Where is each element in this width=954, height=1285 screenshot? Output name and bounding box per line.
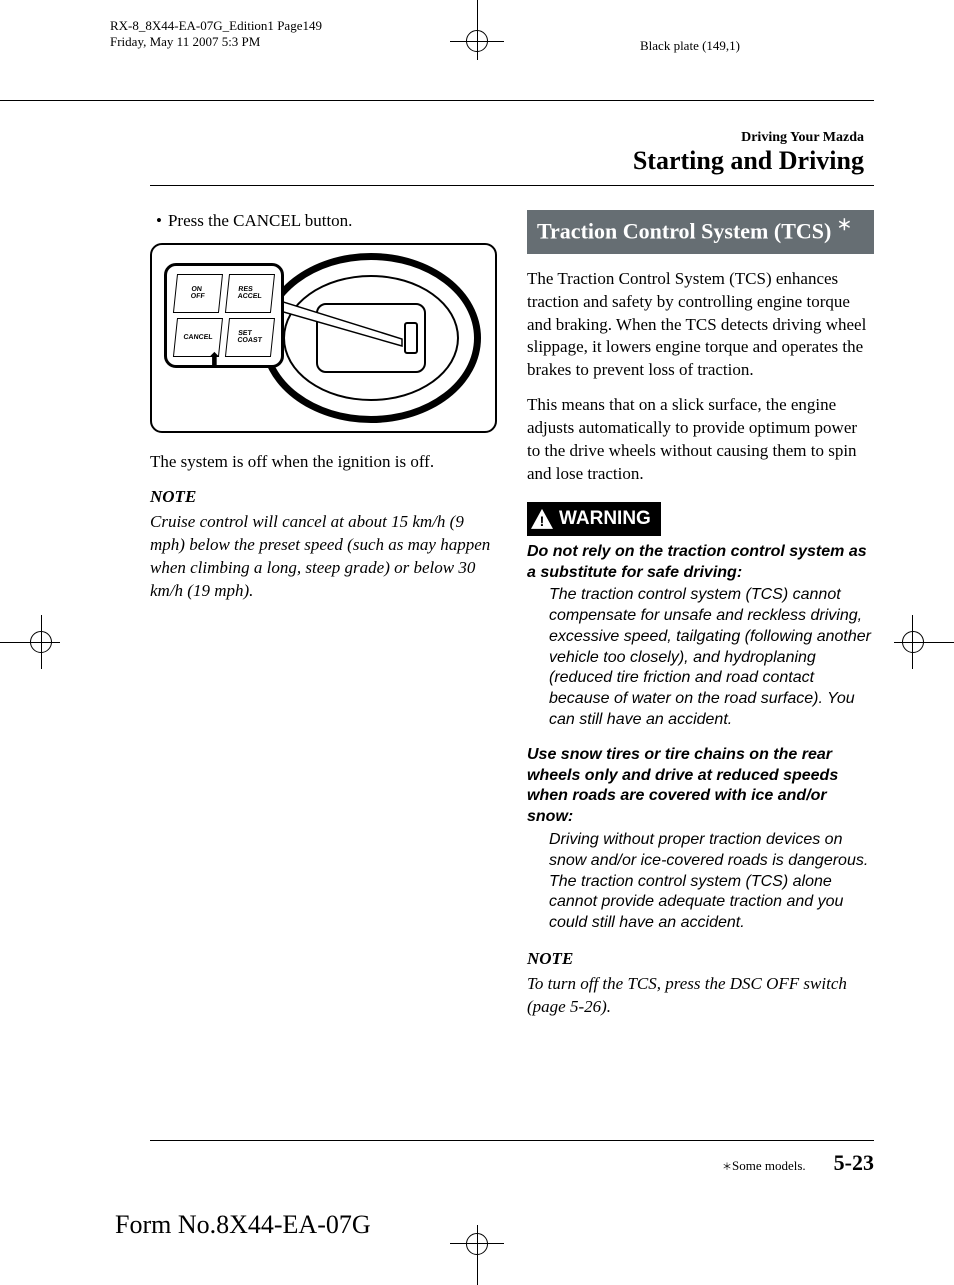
- bullet-press-cancel: • Press the CANCEL button.: [150, 210, 497, 233]
- section-title-box: Traction Control System (TCS) ＊: [527, 210, 874, 254]
- warning-triangle-icon: !: [531, 509, 553, 529]
- chapter-small: Driving Your Mazda: [633, 130, 864, 146]
- black-plate: Black plate (149,1): [640, 38, 740, 54]
- form-number: Form No.8X44-EA-07G: [115, 1210, 371, 1240]
- button-callout: ON OFF RES ACCEL CANCEL SET COAST: [164, 263, 284, 368]
- footer: ＊Some models. 5-23: [150, 1150, 874, 1176]
- tcs-para2: This means that on a slick surface, the …: [527, 394, 874, 486]
- warning-label-text: WARNING: [559, 506, 651, 532]
- doc-id: RX-8_8X44-EA-07G_Edition1: [110, 18, 274, 33]
- page-line: Page149: [277, 18, 322, 33]
- warning1-heading: Do not rely on the traction control syst…: [527, 542, 874, 584]
- note-heading-left: NOTE: [150, 486, 497, 509]
- bullet-icon: •: [150, 210, 162, 233]
- print-header: RX-8_8X44-EA-07G_Edition1 Page149 Friday…: [110, 18, 322, 51]
- left-column: • Press the CANCEL button. ON OFF RES: [150, 210, 497, 1019]
- arrow-up-icon: ⬆: [206, 348, 223, 375]
- warning2-body: Driving without proper traction devices …: [549, 830, 874, 934]
- print-datetime: Friday, May 11 2007 5:3 PM: [110, 34, 260, 49]
- section-title: Traction Control System (TCS): [537, 218, 831, 243]
- steering-wheel-figure: ON OFF RES ACCEL CANCEL SET COAST ⬆: [150, 243, 497, 433]
- warning2-heading: Use snow tires or tire chains on the rea…: [527, 745, 874, 828]
- section-star-icon: ＊: [837, 218, 852, 234]
- tcs-para1: The Traction Control System (TCS) enhanc…: [527, 268, 874, 383]
- page-number: 5-23: [834, 1150, 874, 1176]
- chapter-large: Starting and Driving: [633, 146, 864, 176]
- btn-on-off: ON OFF: [173, 274, 223, 313]
- note-heading-right: NOTE: [527, 948, 874, 971]
- warning1-body: The traction control system (TCS) cannot…: [549, 585, 874, 731]
- warning-label: ! WARNING: [527, 502, 661, 536]
- btn-set-coast: SET COAST: [225, 318, 275, 357]
- note-body-left: Cruise control will cancel at about 15 k…: [150, 511, 497, 603]
- right-column: Traction Control System (TCS) ＊ The Trac…: [527, 210, 874, 1019]
- bullet-text: Press the CANCEL button.: [168, 210, 352, 233]
- callout-line: [280, 301, 410, 361]
- btn-res-accel: RES ACCEL: [225, 274, 275, 313]
- footnote-some-models: ＊Some models.: [722, 1158, 806, 1174]
- chapter-header: Driving Your Mazda Starting and Driving: [633, 130, 864, 176]
- system-off-text: The system is off when the ignition is o…: [150, 451, 497, 474]
- note-body-right: To turn off the TCS, press the DSC OFF s…: [527, 973, 874, 1019]
